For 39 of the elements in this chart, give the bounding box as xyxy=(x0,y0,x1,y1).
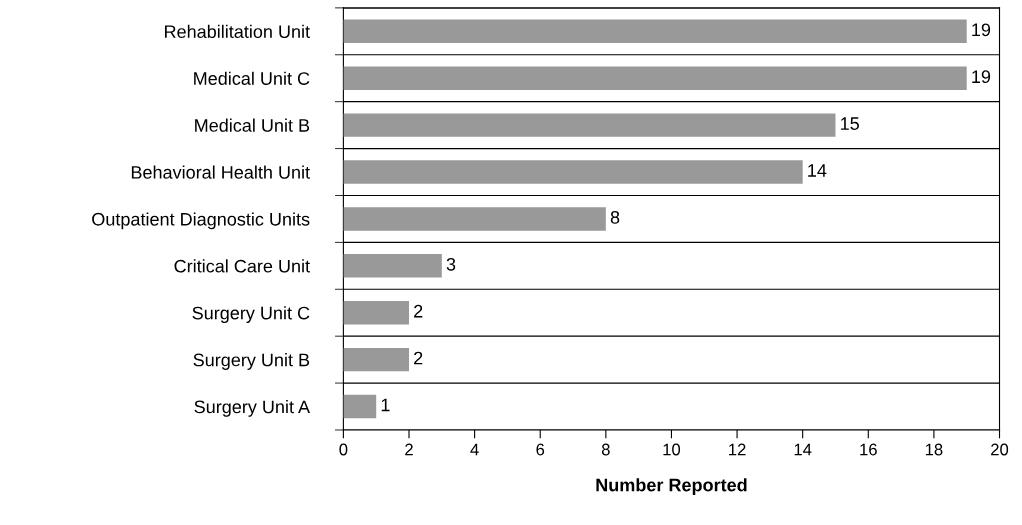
x-axis-title: Number Reported xyxy=(596,478,747,495)
data-label: 2 xyxy=(414,351,423,365)
x-tick-label: 2 xyxy=(405,443,413,456)
y-tick-label: Surgery Unit C xyxy=(192,306,310,324)
y-tick-label: Rehabilitation Unit xyxy=(165,24,310,39)
bar xyxy=(343,347,409,372)
y-tick-label: Outpatient Diagnostic Units xyxy=(92,212,310,230)
data-label: 3 xyxy=(446,257,456,271)
x-tick-label: 16 xyxy=(860,443,877,456)
x-tick-label: 6 xyxy=(536,443,545,456)
x-tick-label: 12 xyxy=(729,443,746,456)
bar xyxy=(343,207,606,231)
y-tick-label: Surgery Unit A xyxy=(194,399,311,417)
x-tick-label: 0 xyxy=(339,443,348,456)
bar xyxy=(343,66,967,90)
data-label: 15 xyxy=(841,117,859,130)
bar xyxy=(343,113,836,137)
y-tick-label: Surgery Unit B xyxy=(193,353,310,370)
bar xyxy=(343,394,377,419)
data-label: 1 xyxy=(381,398,390,412)
bar xyxy=(343,160,803,184)
data-label: 8 xyxy=(610,210,620,224)
bar xyxy=(343,254,442,278)
x-tick-label: 20 xyxy=(991,443,1009,456)
data-label: 19 xyxy=(972,23,991,37)
x-tick-label: 14 xyxy=(794,443,812,456)
bar xyxy=(343,301,409,325)
data-label: 2 xyxy=(414,304,423,318)
y-tick-label: Critical Care Unit xyxy=(174,259,310,273)
x-tick-label: 8 xyxy=(601,443,610,456)
bar xyxy=(343,19,967,44)
x-tick-label: 10 xyxy=(663,443,681,456)
y-tick-label: Medical Unit C xyxy=(194,71,310,85)
y-tick-label: Behavioral Health Unit xyxy=(131,165,310,179)
x-tick-label: 4 xyxy=(470,443,479,456)
x-tick-label: 18 xyxy=(925,443,943,456)
y-tick-label: Medical Unit B xyxy=(195,118,310,132)
data-label: 19 xyxy=(972,70,991,84)
data-label: 14 xyxy=(808,164,827,177)
